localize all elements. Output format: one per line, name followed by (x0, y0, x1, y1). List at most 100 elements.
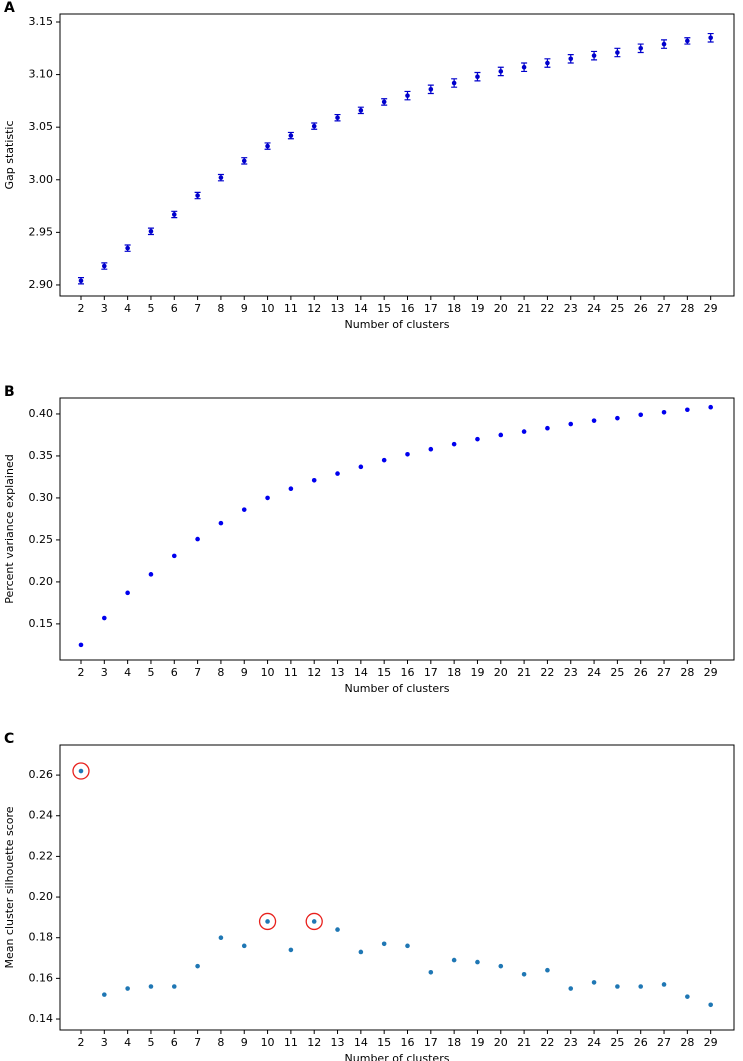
x-tick-label: 3 (101, 302, 108, 315)
highlight-circle (258, 912, 277, 931)
x-tick-label: 27 (657, 1036, 671, 1049)
x-tick-label: 26 (634, 1036, 648, 1049)
point (451, 441, 457, 447)
point (148, 572, 154, 577)
point (545, 967, 550, 973)
x-tick-label: 20 (494, 666, 508, 679)
x-tick-label: 5 (147, 1036, 154, 1049)
point (311, 123, 317, 129)
y-tick-label: 3.10 (29, 68, 54, 81)
x-tick-label: 24 (587, 666, 601, 679)
panel-label: B (4, 384, 15, 400)
point (475, 436, 480, 442)
point (521, 64, 527, 70)
point (638, 45, 644, 51)
point (498, 69, 504, 74)
point (521, 429, 527, 434)
x-tick-label: 6 (171, 1036, 178, 1049)
x-tick-label: 12 (307, 666, 321, 679)
point (265, 143, 270, 149)
x-tick-label: 20 (494, 302, 508, 315)
x-tick-label: 19 (470, 1036, 484, 1049)
point (475, 74, 480, 79)
x-tick-label: 16 (400, 302, 414, 315)
x-tick-label: 21 (517, 302, 531, 315)
point (241, 158, 247, 164)
highlight-circle (305, 912, 323, 931)
point (102, 992, 107, 997)
point (545, 425, 550, 431)
point (311, 919, 317, 924)
y-tick-label: 0.20 (29, 575, 54, 588)
point (685, 407, 690, 413)
point (405, 93, 410, 98)
x-tick-label: 2 (77, 302, 84, 315)
x-tick-label: 12 (307, 1036, 321, 1049)
point (218, 175, 224, 180)
panel: C0.140.160.180.200.220.240.262 3 4 5 6 7 8 9 10 1… (3, 731, 735, 1061)
x-tick-label: 16 (400, 1036, 414, 1049)
point (171, 553, 177, 559)
x-tick-label: 27 (657, 666, 671, 679)
point (265, 919, 270, 924)
x-tick-label: 24 (587, 302, 601, 315)
x-tick-label: 24 (587, 1036, 601, 1049)
x-tick-label: 25 (610, 1036, 624, 1049)
panel-label: A (4, 0, 15, 16)
x-tick-label: 11 (284, 1036, 298, 1049)
point (195, 193, 200, 198)
x-tick-label: 18 (447, 1036, 461, 1049)
x-tick-label: 15 (377, 666, 391, 679)
x-tick-label: 23 (564, 302, 578, 315)
x-tick-label: 18 (447, 302, 461, 315)
point (288, 486, 294, 491)
point (311, 477, 317, 483)
point (661, 982, 667, 987)
x-tick-label: 13 (331, 666, 345, 679)
point (335, 115, 340, 121)
point (545, 60, 550, 66)
panel: B0.150.200.250.300.350.402 3 4 5 6 7 8 9 10 11 12 1… (3, 384, 735, 695)
x-tick-label: 9 (241, 302, 248, 315)
point (358, 108, 364, 113)
point (195, 536, 200, 542)
point (381, 941, 387, 947)
point (265, 495, 270, 501)
x-tick-label: 29 (704, 302, 718, 315)
point (591, 53, 597, 58)
x-axis-label: Number of clusters (345, 1052, 450, 1061)
x-tick-label: 17 (424, 302, 438, 315)
point (358, 949, 364, 955)
y-tick-label: 0.20 (29, 890, 54, 903)
y-tick-label: 0.16 (29, 971, 54, 984)
x-tick-label: 12 (307, 302, 321, 315)
x-tick-label: 2 (77, 666, 84, 679)
point (102, 615, 107, 621)
x-axis-label: Number of clusters (345, 682, 450, 695)
point (428, 87, 434, 92)
x-tick-label: 14 (354, 302, 368, 315)
x-tick-label: 17 (424, 666, 438, 679)
point (661, 409, 667, 415)
point (615, 984, 620, 989)
x-axis-label: Number of clusters (345, 318, 450, 331)
x-tick-label: 16 (400, 666, 414, 679)
x-tick-label: 8 (217, 302, 224, 315)
highlight-circle (72, 762, 90, 780)
x-tick-label: 11 (284, 302, 298, 315)
x-tick-label: 5 (147, 666, 154, 679)
y-tick-label: 0.35 (29, 449, 54, 462)
x-tick-label: 7 (194, 1036, 201, 1049)
x-tick-label: 4 (124, 666, 131, 679)
x-tick-label: 13 (331, 1036, 345, 1049)
plot-frame (59, 13, 735, 297)
point (218, 935, 224, 941)
point (288, 133, 294, 138)
x-tick-label: 29 (704, 666, 718, 679)
point (451, 80, 457, 86)
y-axis-label: Mean cluster silhouette score (3, 806, 16, 968)
point (428, 969, 434, 975)
x-tick-label: 28 (680, 666, 694, 679)
x-tick-label: 4 (124, 302, 131, 315)
point (638, 412, 644, 418)
